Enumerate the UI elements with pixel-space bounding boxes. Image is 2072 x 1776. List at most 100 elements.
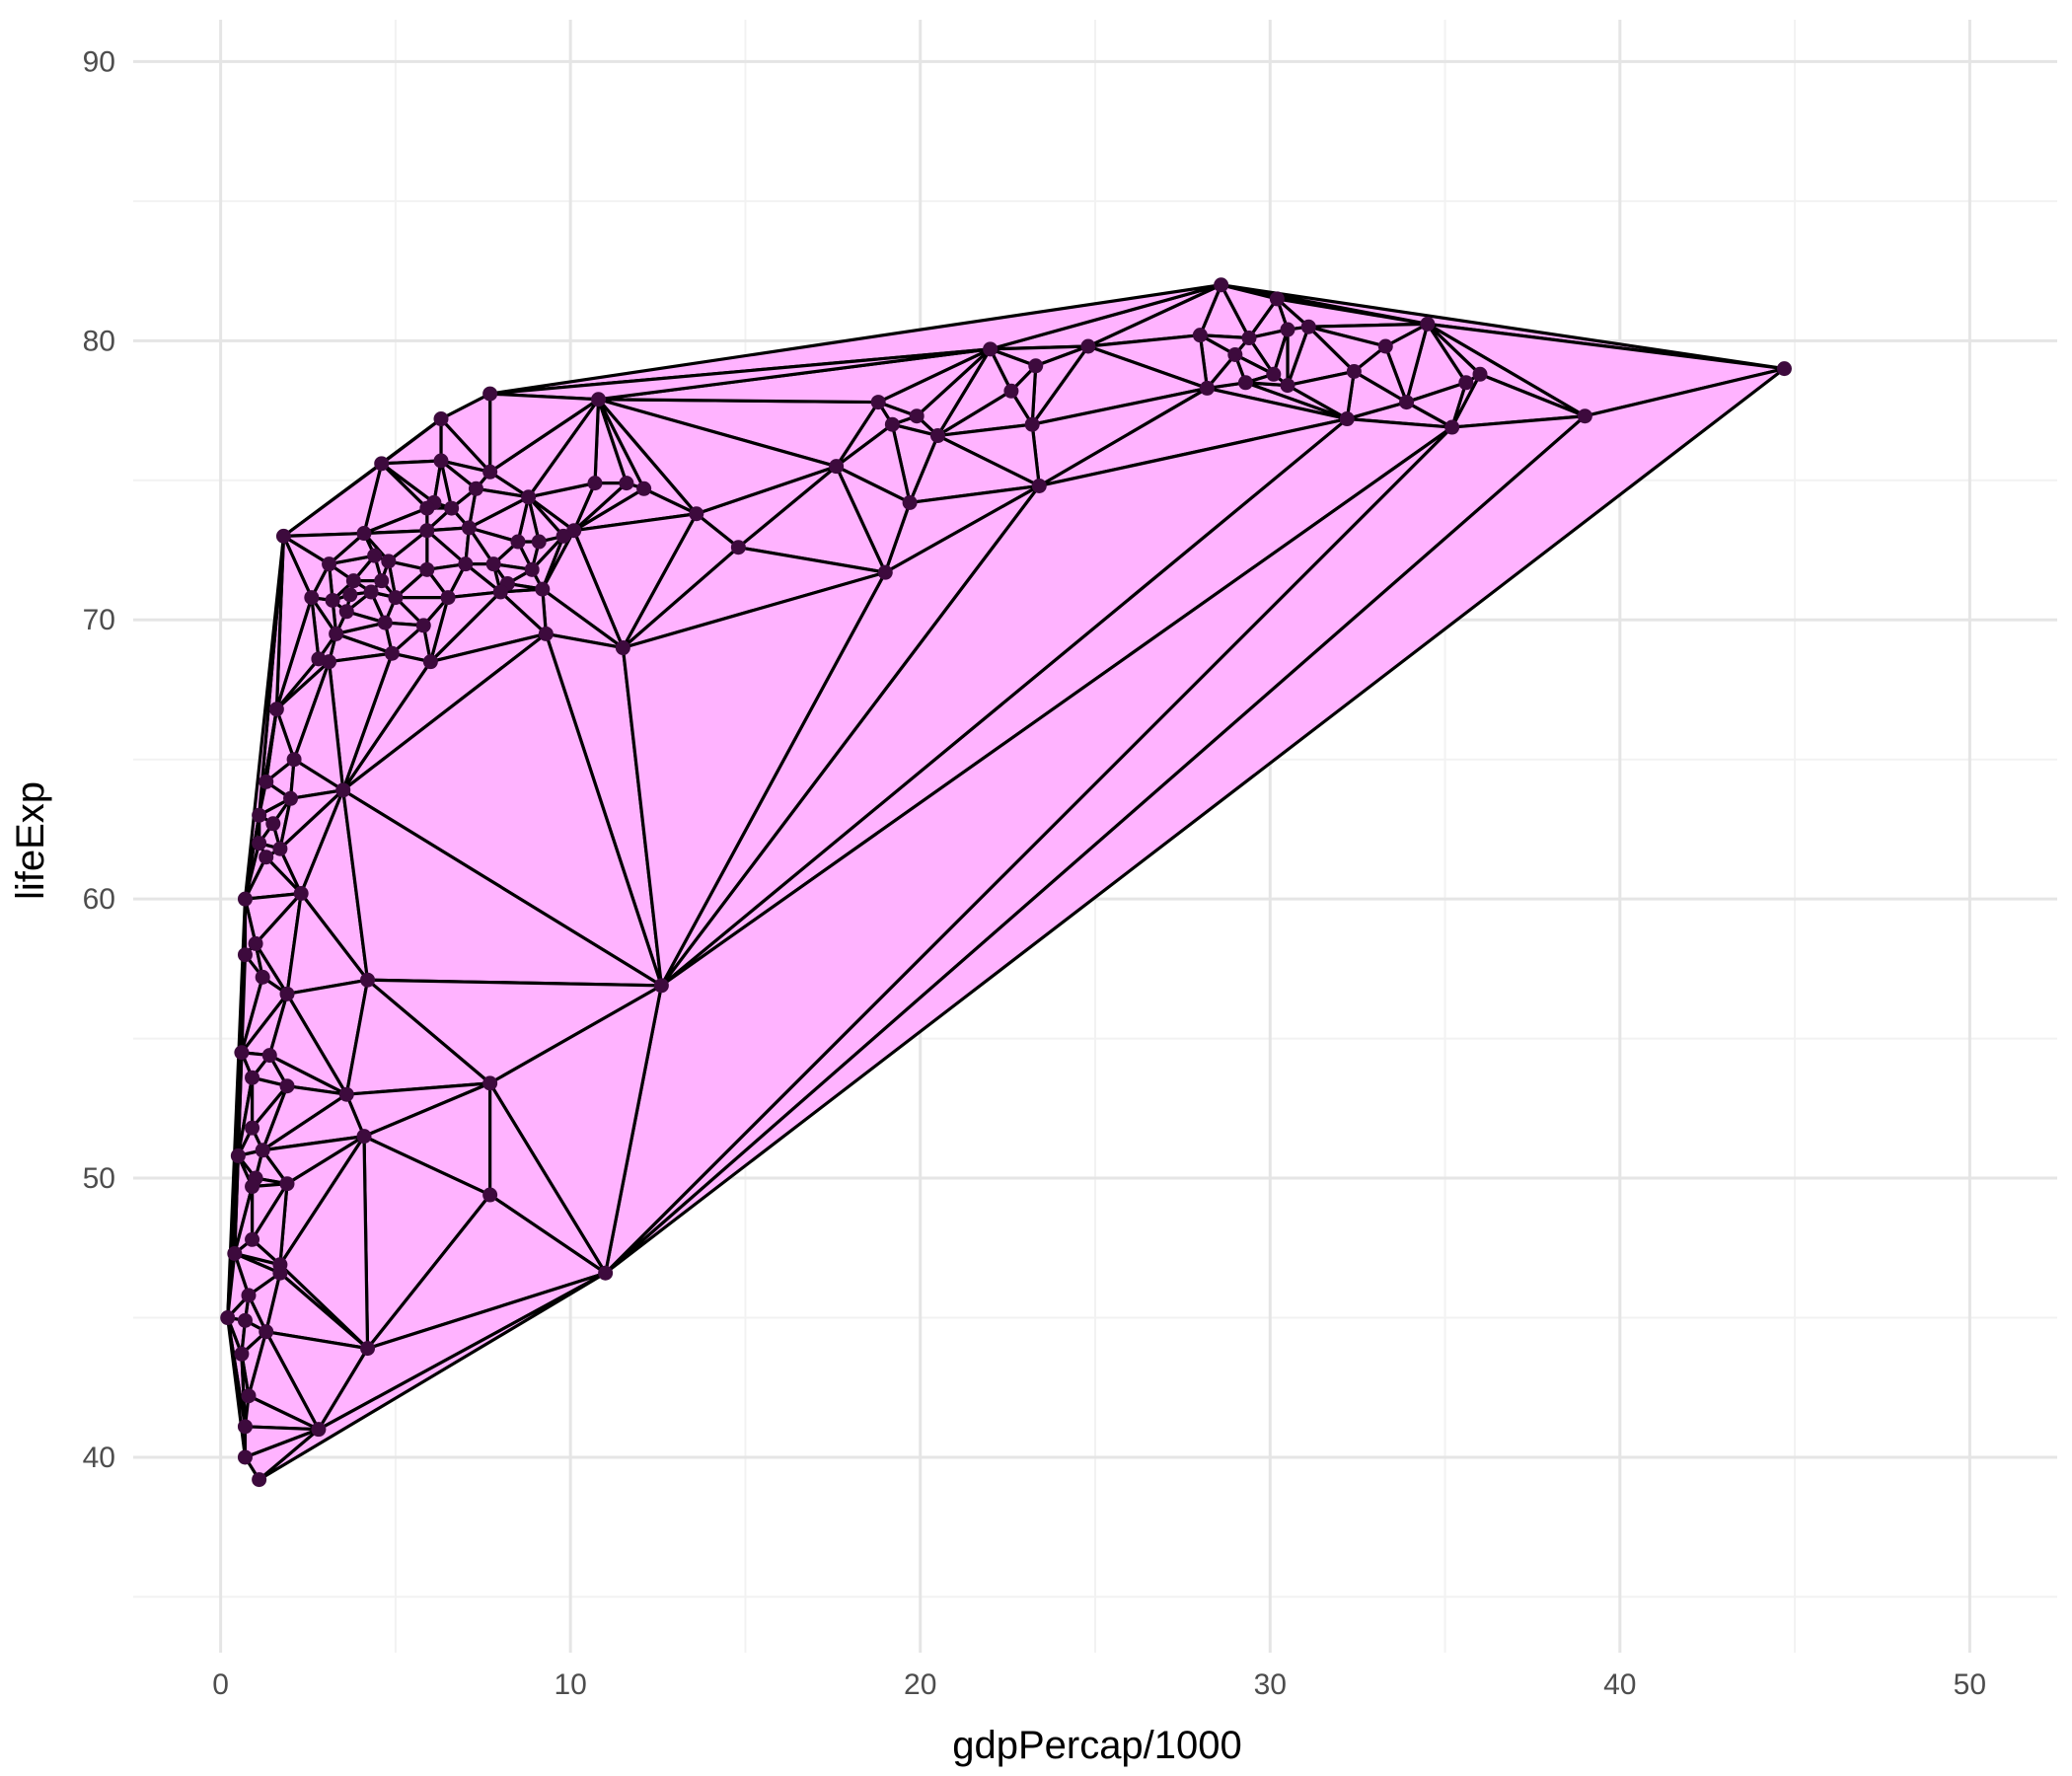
data-point xyxy=(1266,366,1282,382)
data-point xyxy=(248,935,263,951)
y-axis-ticks: 40 50 60 70 80 90 xyxy=(83,45,115,1474)
data-point xyxy=(419,523,435,539)
data-point xyxy=(521,489,537,505)
data-point xyxy=(440,590,456,606)
data-point xyxy=(422,654,438,670)
data-point xyxy=(237,891,253,907)
x-axis-ticks: 0 10 20 30 40 50 xyxy=(212,1668,1986,1701)
data-point xyxy=(1776,361,1792,377)
data-point xyxy=(555,528,571,544)
data-point xyxy=(1420,316,1436,332)
data-point xyxy=(220,1310,236,1326)
data-point xyxy=(356,526,372,542)
data-point xyxy=(444,500,460,516)
data-point xyxy=(909,408,925,424)
data-point xyxy=(265,816,281,832)
data-point xyxy=(279,1078,295,1094)
data-point xyxy=(293,885,309,901)
data-point xyxy=(829,459,845,475)
x-tick-label: 0 xyxy=(212,1668,229,1701)
y-tick-label: 60 xyxy=(83,883,115,916)
data-point xyxy=(230,1147,246,1163)
data-point xyxy=(1458,375,1474,391)
data-point xyxy=(1003,383,1019,399)
data-point xyxy=(272,1265,288,1281)
data-point xyxy=(535,581,551,597)
data-point xyxy=(433,411,449,427)
data-point xyxy=(1028,358,1044,374)
data-point xyxy=(1300,319,1316,334)
data-point xyxy=(237,947,253,963)
x-axis-title: gdpPercap/1000 xyxy=(952,1724,1242,1767)
data-point xyxy=(261,1048,277,1064)
data-point xyxy=(1241,331,1257,346)
data-point xyxy=(538,626,554,641)
data-point xyxy=(325,592,340,608)
data-point xyxy=(482,1075,498,1091)
data-point xyxy=(1339,411,1355,427)
data-point xyxy=(388,590,404,606)
x-tick-label: 30 xyxy=(1254,1668,1287,1701)
data-point xyxy=(636,481,652,496)
data-point xyxy=(1346,363,1362,379)
data-point xyxy=(237,1312,253,1328)
data-point xyxy=(377,615,393,630)
data-point xyxy=(342,587,358,603)
data-point xyxy=(415,618,431,633)
data-point xyxy=(1227,346,1243,362)
y-tick-label: 50 xyxy=(83,1162,115,1195)
data-point xyxy=(338,1086,354,1102)
y-axis-title: lifeExp xyxy=(9,781,52,900)
triangle xyxy=(233,1237,282,1267)
data-point xyxy=(468,481,483,496)
data-point xyxy=(884,416,900,432)
data-point xyxy=(1237,375,1253,391)
triangle xyxy=(236,1075,255,1158)
data-point xyxy=(374,573,390,589)
data-point xyxy=(268,702,284,717)
data-point xyxy=(374,456,390,472)
x-tick-label: 20 xyxy=(904,1668,936,1701)
data-point xyxy=(730,540,746,555)
data-point xyxy=(1024,416,1040,432)
data-point xyxy=(598,1265,614,1281)
data-points xyxy=(220,277,1792,1488)
data-point xyxy=(482,1187,498,1203)
y-tick-label: 40 xyxy=(83,1442,115,1474)
data-point xyxy=(237,1449,253,1465)
triangle xyxy=(604,367,1787,1275)
data-point xyxy=(870,395,886,410)
data-point xyxy=(255,969,270,985)
data-point xyxy=(1214,277,1229,293)
data-point xyxy=(902,494,918,510)
data-point xyxy=(1280,322,1295,337)
data-point xyxy=(227,1245,243,1261)
data-point xyxy=(252,836,267,851)
data-point xyxy=(1444,419,1460,435)
data-point xyxy=(363,584,379,600)
x-tick-label: 40 xyxy=(1603,1668,1636,1701)
data-point xyxy=(458,556,474,572)
data-point xyxy=(482,386,498,402)
data-point xyxy=(255,1143,270,1158)
data-point xyxy=(983,341,999,357)
data-point xyxy=(1577,408,1592,424)
data-point xyxy=(259,850,274,865)
triangle xyxy=(243,1428,321,1482)
data-point xyxy=(335,782,351,798)
data-point xyxy=(338,604,354,620)
data-point xyxy=(929,428,945,444)
data-point xyxy=(272,841,288,856)
data-point xyxy=(877,564,893,580)
data-point xyxy=(275,528,291,544)
data-point xyxy=(322,556,337,572)
data-point xyxy=(689,506,704,522)
data-point xyxy=(510,534,526,550)
data-point xyxy=(329,626,344,641)
data-point xyxy=(259,774,274,789)
data-point xyxy=(237,1419,253,1435)
data-point xyxy=(241,1288,257,1303)
data-point xyxy=(234,1045,250,1061)
data-point xyxy=(1472,366,1488,382)
